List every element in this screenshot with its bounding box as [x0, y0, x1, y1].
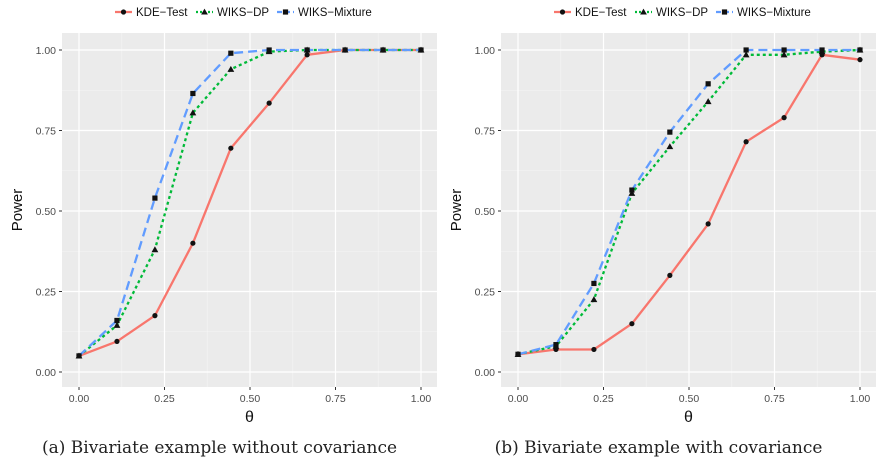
- chart-a-x-tick-label: 1.00: [411, 393, 432, 405]
- chart-b-x-tick-label: 1.00: [850, 393, 871, 405]
- chart-a-series-1-point: [152, 313, 158, 319]
- chart-panel-a: 0.00 0.25 0.50 0.75 1.00 0.00 0.25 0.50 0.75 1.00…: [0, 7, 439, 458]
- chart-b-legend-label: WIKS−Mixture: [737, 7, 811, 19]
- chart-b-y-tick-label: 1.00: [475, 45, 496, 57]
- caption-a-label: (a): [41, 438, 66, 458]
- chart-a-y-tick-label: 1.00: [36, 45, 57, 57]
- chart-b-svg: 0.00 0.25 0.50 0.75 1.00 0.00 0.25 0.50 0.75 1.00…: [448, 7, 876, 426]
- chart-b-series-2-point: [628, 189, 636, 196]
- chart-a-legend-label: WIKS−DP: [217, 7, 269, 19]
- chart-b-series-2-point: [780, 51, 788, 58]
- chart-a-series-2-point: [113, 321, 121, 328]
- chart-a-series-3-point: [228, 50, 234, 56]
- chart-b-x-tick-label: 0.00: [508, 393, 529, 405]
- chart-a-svg: 0.00 0.25 0.50 0.75 1.00 0.00 0.25 0.50 0.75 1.00…: [9, 7, 437, 426]
- chart-a-series-1-point: [304, 52, 310, 58]
- chart-b-series-3-point: [667, 129, 673, 135]
- chart-a-legend-label: WIKS−Mixture: [298, 7, 372, 19]
- chart-b-series-3-point: [781, 47, 787, 53]
- caption-a: (a) Bivariate example without covariance: [0, 438, 439, 458]
- chart-b-series-line-1: [517, 53, 861, 356]
- chart-a-series-3-point: [266, 47, 272, 53]
- chart-a-series-3-point: [190, 90, 196, 97]
- chart-b-series-3-point: [629, 187, 635, 193]
- caption-b-label: (b): [494, 438, 519, 458]
- chart-b-series-3-point: [705, 81, 711, 87]
- caption-a-text: Bivariate example without covariance: [70, 438, 398, 458]
- chart-a-legend-label: KDE−Test: [136, 7, 188, 19]
- chart-a-x-tick-label: 0.75: [325, 393, 346, 405]
- chart-b-series-line-3: [517, 48, 860, 356]
- chart-b-legend-label: WIKS−DP: [656, 7, 708, 19]
- chart-b-x-tick-label: 0.75: [764, 393, 785, 405]
- chart-a-y-tick-label: 0.50: [36, 206, 57, 218]
- chart-a-legend-key-marker: [282, 9, 289, 15]
- chart-a-series-3-point: [380, 47, 386, 53]
- chart-b-y-tick-label: 0.00: [475, 367, 496, 379]
- chart-b-series-3-point: [819, 47, 825, 53]
- chart-a-y-tick-label: 0.25: [36, 286, 57, 298]
- chart-b-series-1-point: [667, 272, 673, 278]
- chart-b-series-2-point: [666, 143, 674, 150]
- chart-a-x-axis-label: θ: [245, 409, 254, 426]
- chart-b-legend-label: KDE−Test: [575, 7, 627, 19]
- chart-a-series-1-point: [266, 100, 272, 106]
- chart-b-y-axis-label: Power: [448, 189, 465, 232]
- chart-b-x-axis-label: θ: [684, 409, 693, 426]
- chart-a-y-tick-label: 0.00: [36, 367, 57, 379]
- chart-a-series-2-point: [189, 109, 197, 116]
- chart-b-series-3-point: [591, 280, 597, 287]
- chart-b-series-1-point: [857, 57, 863, 63]
- chart-a-series-1-point: [114, 338, 120, 345]
- chart-a-series-3-point: [304, 47, 310, 53]
- chart-b-y-tick-label: 0.50: [475, 206, 496, 218]
- chart-b-series-1-point: [705, 221, 711, 227]
- chart-b-y-tick-label: 0.25: [475, 286, 496, 298]
- caption-b-text: Bivariate example with covariance: [524, 438, 823, 458]
- chart-b-series-1-point: [781, 115, 787, 121]
- chart-b-series-1-point: [591, 346, 597, 353]
- chart-b-legend-key-marker: [721, 9, 728, 15]
- chart-a-legend-key-marker: [120, 9, 127, 15]
- chart-b-legend-key-marker: [559, 9, 566, 15]
- chart-b-series-3-point: [515, 351, 521, 357]
- chart-a-series-line-3: [78, 48, 421, 357]
- chart-b-x-tick-label: 0.50: [679, 393, 700, 405]
- chart-a-series-2-point: [151, 246, 159, 253]
- chart-b-series-1-point: [743, 139, 749, 145]
- chart-b-series-1-point: [629, 321, 635, 327]
- chart-a-series-1-point: [190, 240, 196, 246]
- chart-b-series-2-point: [742, 51, 750, 58]
- chart-b-legend-key-marker: [640, 8, 647, 15]
- chart-a-series-3-point: [114, 317, 120, 324]
- chart-a-series-2-point: [227, 65, 235, 72]
- chart-b-x-tick-label: 0.25: [593, 393, 614, 405]
- chart-b-series-3-point: [743, 47, 749, 53]
- chart-a-series-3-point: [342, 47, 348, 53]
- chart-a-series-3-point: [418, 47, 424, 53]
- chart-a-x-tick-label: 0.00: [69, 393, 90, 405]
- chart-a-y-tick-label: 0.75: [36, 125, 57, 137]
- chart-a-x-tick-label: 0.50: [240, 393, 261, 405]
- chart-a-series-3-point: [152, 195, 158, 201]
- chart-a-series-3-point: [76, 353, 82, 359]
- chart-a-x-tick-label: 0.25: [154, 393, 175, 405]
- chart-b-series-2-point: [704, 98, 712, 105]
- chart-b-series-2-point: [590, 296, 598, 303]
- chart-panel-b: 0.00 0.25 0.50 0.75 1.00 0.00 0.25 0.50 0.75 1.00…: [439, 0, 878, 474]
- chart-b-series-3-point: [857, 47, 863, 53]
- chart-b-y-tick-label: 0.75: [475, 125, 496, 137]
- chart-b-series-line-2: [517, 48, 861, 356]
- chart-a-y-axis-label: Power: [9, 189, 26, 232]
- chart-a-series-1-point: [228, 145, 234, 151]
- chart-a-legend-key-marker: [201, 8, 208, 15]
- chart-b-series-3-point: [553, 342, 559, 348]
- caption-b: (b) Bivariate example with covariance: [439, 438, 878, 458]
